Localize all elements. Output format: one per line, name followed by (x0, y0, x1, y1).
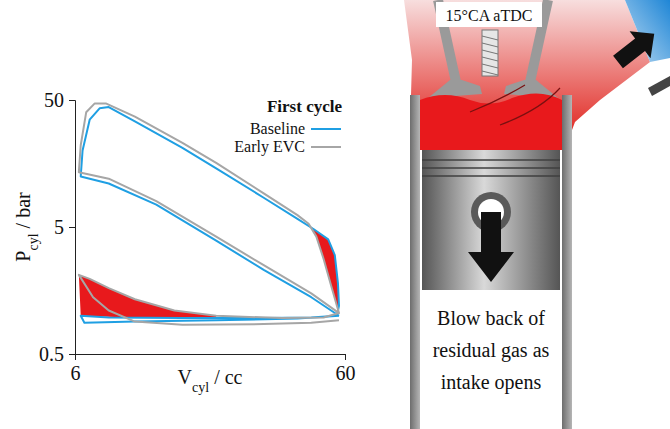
spark-plug (482, 30, 498, 76)
axis-title-suffix: / cc (209, 366, 242, 388)
label-ground (436, 2, 542, 27)
port-edge (648, 76, 670, 96)
legend-title: First cycle (267, 97, 342, 116)
x-tick-label: 60 (336, 362, 356, 384)
y-tick: 5 (54, 216, 75, 238)
caption-line: intake opens (441, 371, 542, 394)
y-tick-label: 50 (44, 89, 64, 111)
plot-data (79, 103, 339, 324)
series-line (81, 107, 339, 323)
y-tick-label: 0.5 (39, 343, 64, 365)
cylinder-wall (562, 95, 572, 429)
axis-title-main: P (12, 251, 34, 262)
spark-plug-thread (482, 50, 498, 54)
spark-plug-thread (482, 71, 498, 75)
series-line (79, 103, 339, 324)
legend: First cycle BaselineEarly EVC (234, 97, 342, 156)
x-tick: 6 (71, 354, 81, 384)
y-tick: 0.5 (39, 343, 75, 365)
y-axis-line (69, 101, 76, 355)
caption-ground (420, 290, 562, 429)
exhaust-arrow (608, 20, 665, 75)
residual-gas (420, 93, 562, 150)
spark-plug-thread (482, 57, 498, 61)
shaded-region (79, 275, 216, 318)
y-tick-mark (69, 100, 75, 101)
spark-plug-thread (482, 43, 498, 47)
piston-ring (422, 175, 560, 177)
piston (422, 150, 560, 290)
y-tick-label: 5 (54, 216, 64, 238)
caption-line: Blow back of (437, 307, 545, 329)
engine-schematic: 15°CA aTDC Blow back of residual gas as int… (404, 0, 670, 429)
legend-label: Baseline (250, 120, 305, 137)
caption-line: residual gas as (433, 339, 550, 362)
axis-title-main: V (178, 366, 193, 388)
intake-valve-head (428, 80, 482, 98)
spark-plug-thread (482, 64, 498, 68)
legend-swatch (311, 128, 341, 130)
caption: Blow back of residual gas as intake opens (433, 307, 550, 394)
x-axis-line (76, 355, 346, 361)
y-tick-mark (69, 354, 75, 355)
piston-ring (422, 159, 560, 161)
flow-line (470, 85, 525, 112)
y-axis-title: Pcyl / bar (12, 192, 41, 262)
flow-line (500, 88, 560, 125)
y-tick: 50 (44, 89, 75, 111)
cylinder-wall (410, 95, 420, 429)
x-tick-mark (345, 354, 346, 360)
axis-title-sub: cyl (192, 380, 209, 395)
legend-swatch (311, 146, 341, 148)
axis-title-sub: cyl (26, 233, 41, 250)
legend-label: Early EVC (234, 138, 305, 156)
piston-arrow (468, 212, 514, 282)
spark-plug-thread (482, 36, 498, 40)
piston-ring (422, 167, 560, 169)
crank-angle-label: 15°CA aTDC (446, 7, 533, 24)
y-axis: 0.5 5 50 (39, 89, 76, 365)
x-tick-label: 6 (71, 362, 81, 384)
axis-title-suffix: / bar (12, 192, 34, 233)
x-axis-title: Vcyl / cc (178, 366, 243, 395)
y-tick-mark (69, 227, 75, 228)
x-tick: 60 (336, 354, 356, 384)
